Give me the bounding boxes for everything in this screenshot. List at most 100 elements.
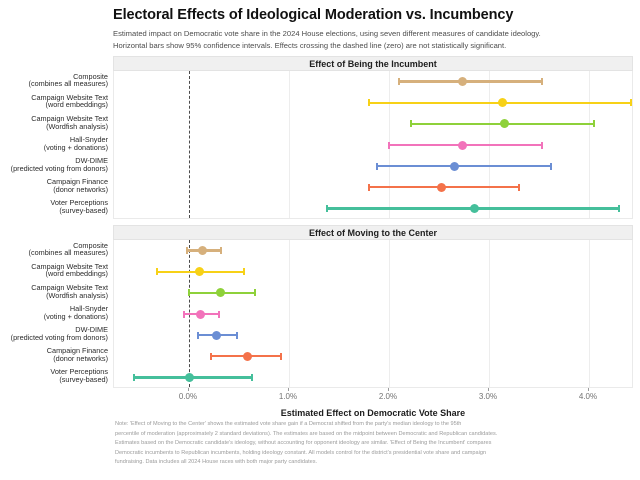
measure-description: (Wordfish analysis) bbox=[46, 290, 108, 300]
point-estimate-marker[interactable] bbox=[194, 267, 204, 277]
ci-lower-cap bbox=[388, 141, 390, 149]
y-axis-label-5: DW-DIME (predicted voting from donors) bbox=[0, 157, 108, 172]
measure-description: (predicted voting from donors) bbox=[10, 163, 108, 173]
y-axis-label-6: Campaign Finance (donor networks) bbox=[0, 347, 108, 362]
point-estimate-marker[interactable] bbox=[497, 98, 507, 108]
chart-footnote: Note: 'Effect of Moving to the Center' s… bbox=[115, 420, 570, 468]
ci-upper-cap bbox=[251, 373, 253, 381]
x-tick-mark bbox=[188, 388, 189, 391]
y-axis-label-1: Composite (combines all measures) bbox=[0, 72, 108, 88]
y-axis-label-6: Campaign Finance (donor networks) bbox=[0, 178, 108, 193]
footnote-line-5: fundraising. Data includes all 2024 Hous… bbox=[115, 459, 318, 466]
ci-lower-cap bbox=[183, 310, 185, 318]
confidence-interval-bar bbox=[399, 80, 542, 83]
measure-name: Campaign Finance bbox=[46, 177, 108, 187]
measure-name: Campaign Website Text bbox=[31, 92, 108, 102]
x-axis-title: Estimated Effect on Democratic Vote Shar… bbox=[280, 408, 466, 418]
measure-description: (voting + donations) bbox=[43, 311, 108, 321]
y-axis-label-7: Voter Perceptions (survey-based) bbox=[0, 199, 108, 214]
point-estimate-marker[interactable] bbox=[457, 77, 467, 87]
measure-name: DW-DIME bbox=[75, 156, 108, 166]
point-estimate-marker[interactable] bbox=[499, 119, 509, 129]
chart-header: Electoral Effects of Ideological Moderat… bbox=[113, 6, 633, 53]
point-estimate-marker[interactable] bbox=[457, 140, 467, 150]
point-estimate-marker[interactable] bbox=[197, 246, 207, 256]
ci-lower-cap bbox=[210, 352, 212, 360]
point-estimate-marker[interactable] bbox=[449, 161, 459, 171]
measure-description: (word embeddings) bbox=[45, 100, 108, 110]
ci-upper-cap bbox=[236, 331, 238, 339]
measure-name: Hall-Snyder bbox=[69, 304, 108, 313]
measure-name: Composite bbox=[73, 240, 108, 250]
footnote-line-2: percentile of moderation (approximately … bbox=[115, 430, 498, 437]
measure-name: Hall-Snyder bbox=[69, 135, 108, 144]
y-axis-labels: Composite (combines all measures) Campaign… bbox=[0, 240, 108, 388]
x-tick-label: 2.0% bbox=[378, 392, 398, 401]
ci-upper-cap bbox=[618, 204, 620, 212]
plot-area bbox=[113, 71, 633, 219]
gridline bbox=[489, 240, 490, 387]
ci-upper-cap bbox=[541, 141, 543, 149]
plot-area bbox=[113, 240, 633, 388]
measure-description: (donor networks) bbox=[53, 353, 108, 363]
y-axis-label-1: Composite (combines all measures) bbox=[0, 240, 108, 257]
measure-description: (word embeddings) bbox=[45, 269, 108, 279]
measure-name: Voter Perceptions bbox=[50, 198, 108, 208]
ci-upper-cap bbox=[280, 352, 282, 360]
ci-upper-cap bbox=[220, 247, 222, 255]
panel-title: Effect of Moving to the Center bbox=[309, 228, 437, 238]
x-tick-label: 3.0% bbox=[478, 392, 498, 401]
x-tick-label: 4.0% bbox=[578, 392, 598, 401]
ci-lower-cap bbox=[188, 289, 190, 297]
measure-description: (survey-based) bbox=[59, 206, 108, 216]
y-axis-label-4: Hall-Snyder (voting + donations) bbox=[0, 136, 108, 151]
x-tick-mark bbox=[488, 388, 489, 391]
subtitle-line-2: Horizontal bars show 95% confidence inte… bbox=[113, 41, 507, 51]
panel-title: Effect of Being the Incumbent bbox=[309, 59, 437, 69]
point-estimate-marker[interactable] bbox=[195, 309, 205, 319]
measure-description: (Wordfish analysis) bbox=[46, 121, 108, 131]
ci-lower-cap bbox=[197, 331, 199, 339]
ci-upper-cap bbox=[254, 289, 256, 297]
y-axis-label-7: Voter Perceptions (survey-based) bbox=[0, 368, 108, 383]
page-title: Electoral Effects of Ideological Moderat… bbox=[113, 7, 514, 23]
measure-description: (survey-based) bbox=[59, 375, 108, 385]
measure-name: Campaign Website Text bbox=[31, 113, 108, 123]
gridline bbox=[289, 240, 290, 387]
panel-2: Effect of Moving to the Center bbox=[113, 225, 633, 388]
subtitle-line-1: Estimated impact on Democratic vote shar… bbox=[113, 29, 541, 39]
point-estimate-marker[interactable] bbox=[469, 203, 479, 213]
point-estimate-marker[interactable] bbox=[211, 330, 221, 340]
footnote-line-1: Note: 'Effect of Moving to the Center' s… bbox=[115, 421, 462, 427]
point-estimate-marker[interactable] bbox=[184, 372, 194, 382]
ci-upper-cap bbox=[218, 310, 220, 318]
x-tick-mark bbox=[388, 388, 389, 391]
ci-upper-cap bbox=[541, 78, 543, 86]
x-tick-label: 0.0% bbox=[178, 392, 198, 401]
footnote-line-3: Estimates based on the Democratic candid… bbox=[115, 440, 492, 447]
ci-lower-cap bbox=[398, 78, 400, 86]
measure-description: (voting + donations) bbox=[43, 142, 108, 152]
ci-upper-cap bbox=[550, 162, 552, 170]
chart-subtitle: Estimated impact on Democratic vote shar… bbox=[113, 28, 633, 53]
x-axis: 0.0% 1.0% 2.0% 3.0% 4.0% bbox=[113, 388, 633, 404]
x-tick-mark bbox=[288, 388, 289, 391]
measure-description: (donor networks) bbox=[53, 184, 108, 194]
panel-title-strip: Effect of Being the Incumbent bbox=[113, 56, 633, 71]
measure-name: Campaign Finance bbox=[46, 346, 108, 356]
ci-lower-cap bbox=[368, 99, 370, 107]
point-estimate-marker[interactable] bbox=[436, 182, 446, 192]
x-tick-mark bbox=[588, 388, 589, 391]
y-axis-label-2: Campaign Website Text (word embeddings) bbox=[0, 94, 108, 109]
point-estimate-marker[interactable] bbox=[215, 288, 225, 298]
measure-name: Campaign Website Text bbox=[31, 261, 108, 271]
ci-lower-cap bbox=[186, 247, 188, 255]
ci-lower-cap bbox=[410, 120, 412, 128]
confidence-interval-bar bbox=[377, 165, 551, 168]
y-axis-label-5: DW-DIME (predicted voting from donors) bbox=[0, 326, 108, 341]
ci-lower-cap bbox=[368, 183, 370, 191]
measure-name: Voter Perceptions bbox=[50, 367, 108, 377]
point-estimate-marker[interactable] bbox=[242, 351, 252, 361]
